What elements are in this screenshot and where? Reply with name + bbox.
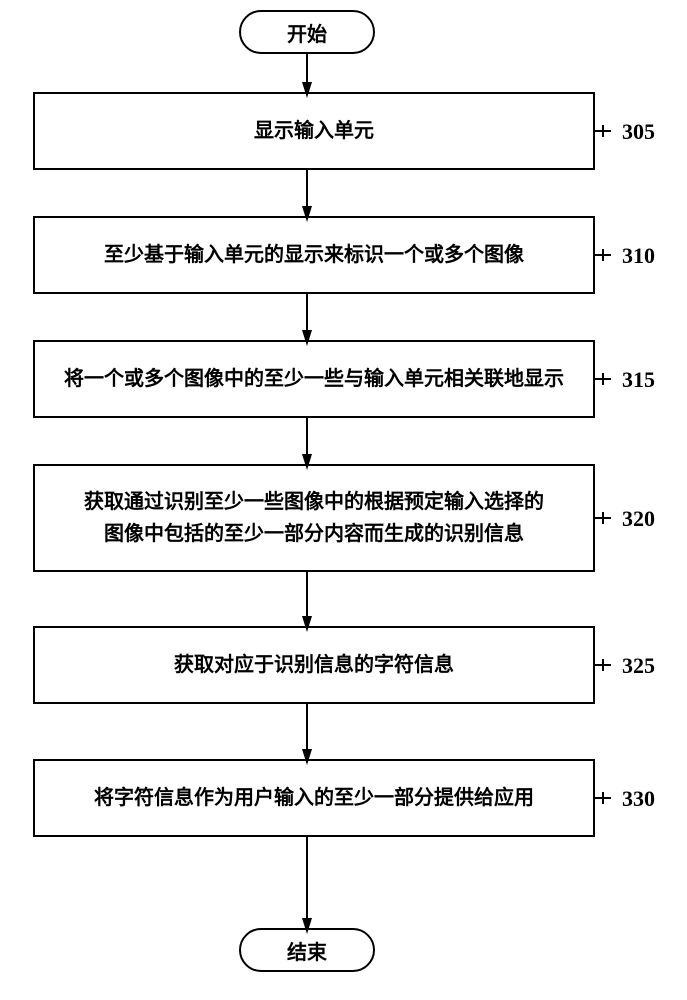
step-310: 至少基于输入单元的显示来标识一个或多个图像 (33, 216, 595, 294)
step-text: 将一个或多个图像中的至少一些与输入单元相关联地显示 (64, 363, 564, 395)
start-label: 开始 (287, 18, 327, 47)
step-label-330: 330 (622, 786, 655, 812)
step-label-305: 305 (622, 119, 655, 145)
step-text: 将字符信息作为用户输入的至少一部分提供给应用 (94, 782, 534, 814)
step-325: 获取对应于识别信息的字符信息 (33, 626, 595, 704)
step-text: 获取通过识别至少一些图像中的根据预定输入选择的 图像中包括的至少一部分内容而生成… (84, 486, 544, 550)
step-315: 将一个或多个图像中的至少一些与输入单元相关联地显示 (33, 340, 595, 418)
flow-start: 开始 (239, 10, 375, 54)
step-label-315: 315 (622, 367, 655, 393)
flow-end: 结束 (239, 928, 375, 972)
step-label-325: 325 (622, 653, 655, 679)
step-text: 获取对应于识别信息的字符信息 (174, 649, 454, 681)
step-label-310: 310 (622, 243, 655, 269)
step-305: 显示输入单元 (33, 92, 595, 170)
step-text: 至少基于输入单元的显示来标识一个或多个图像 (104, 239, 524, 271)
step-330: 将字符信息作为用户输入的至少一部分提供给应用 (33, 759, 595, 837)
step-text: 显示输入单元 (254, 115, 374, 147)
step-320: 获取通过识别至少一些图像中的根据预定输入选择的 图像中包括的至少一部分内容而生成… (33, 464, 595, 572)
end-label: 结束 (287, 936, 327, 965)
step-label-320: 320 (622, 506, 655, 532)
